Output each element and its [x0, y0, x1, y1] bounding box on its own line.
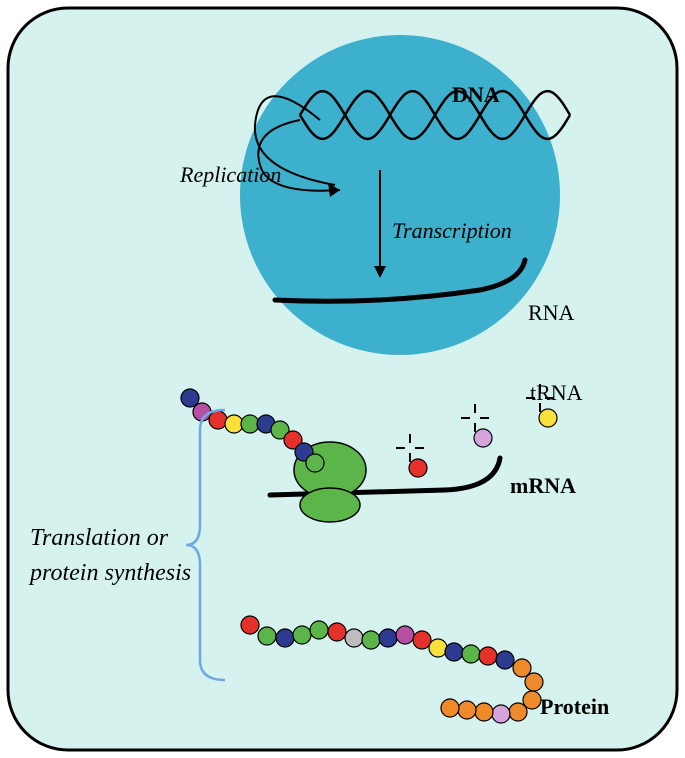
mrna-label: mRNA: [510, 473, 576, 499]
translation-label-1: Translation or: [30, 525, 168, 552]
diagram-container: DNA Replication Transcription RNA tRNA m…: [0, 0, 685, 758]
replication-label: Replication: [180, 162, 281, 188]
central-dogma-diagram: [0, 0, 685, 758]
rna-label: RNA: [528, 300, 574, 326]
translation-label-2: protein synthesis: [30, 560, 191, 587]
dna-label: DNA: [452, 82, 500, 108]
protein-label: Protein: [540, 694, 609, 720]
transcription-label: Transcription: [392, 218, 512, 244]
trna-label: tRNA: [530, 380, 583, 406]
